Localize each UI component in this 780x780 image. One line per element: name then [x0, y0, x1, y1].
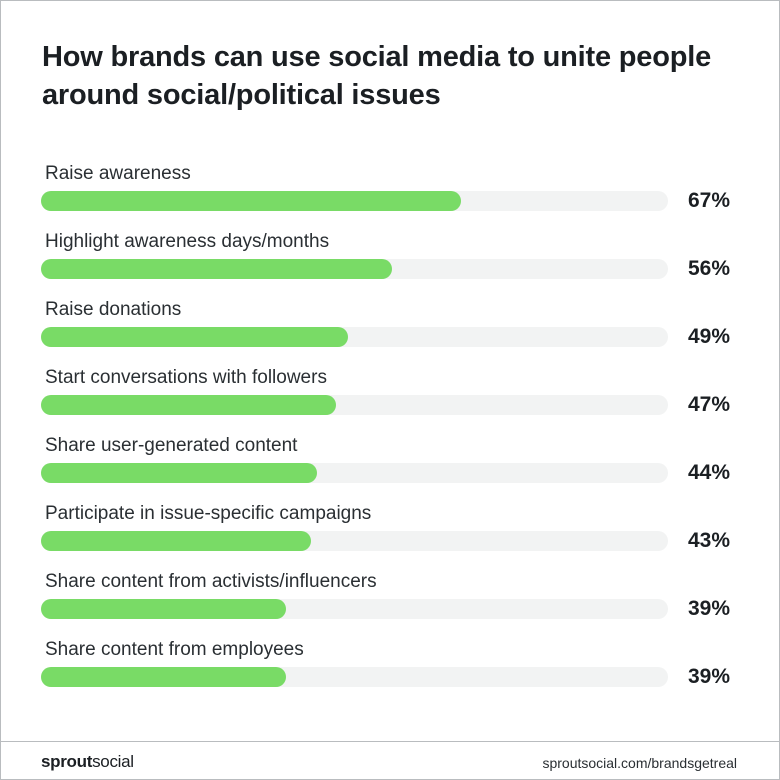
bar-label: Share content from employees	[45, 639, 304, 660]
bar	[41, 531, 311, 551]
chart-title: How brands can use social media to unite…	[42, 41, 712, 111]
brand-logo-part1: sprout	[41, 752, 93, 771]
bar-value-label: 39%	[688, 665, 731, 688]
bar-track	[41, 395, 668, 415]
bar-label: Share user-generated content	[45, 435, 298, 456]
bar	[41, 667, 286, 687]
bar-value-label: 56%	[688, 257, 731, 280]
bar-chart: Raise awareness 67% Highlight awareness da…	[41, 163, 731, 688]
bar-label: Raise awareness	[45, 163, 191, 184]
bar-track	[41, 667, 668, 687]
bar-value-label: 44%	[688, 461, 731, 484]
bar-label: Start conversations with followers	[45, 367, 327, 388]
bar-value-label: 47%	[688, 393, 731, 416]
bar-label: Highlight awareness days/months	[45, 231, 330, 252]
bar	[41, 327, 348, 347]
bar-label: Participate in issue-specific campaigns	[45, 503, 372, 524]
bar-label: Share content from activists/influencers	[45, 571, 377, 592]
bar-track	[41, 259, 668, 279]
bar-track	[41, 463, 668, 483]
bar-value-label: 39%	[688, 597, 731, 620]
bar-track	[41, 327, 668, 347]
bar	[41, 259, 392, 279]
bar	[41, 463, 317, 483]
footer-url: sproutsocial.com/brandsgetreal	[542, 755, 737, 771]
brand-logo: sproutsocial	[41, 752, 134, 772]
bar-value-label: 67%	[688, 189, 731, 212]
bar	[41, 395, 336, 415]
bar	[41, 191, 461, 211]
bar-value-label: 43%	[688, 529, 731, 552]
bar-track	[41, 599, 668, 619]
bar-track	[41, 191, 668, 211]
bar-label: Raise donations	[45, 299, 182, 320]
brand-logo-part2: social	[92, 752, 134, 771]
bar	[41, 599, 286, 619]
bar-track	[41, 531, 668, 551]
footer-divider	[0, 741, 780, 742]
bar-value-label: 49%	[688, 325, 731, 348]
